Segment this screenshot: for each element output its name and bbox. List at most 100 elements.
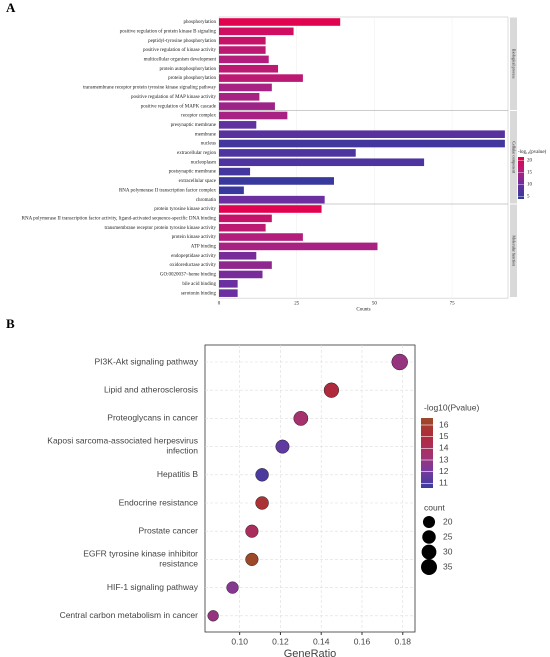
dot	[275, 439, 290, 454]
panel-label: A	[6, 0, 16, 15]
facet-strip	[510, 17, 517, 110]
y-tick-label: positive regulation of MAP kinase activi…	[131, 95, 216, 100]
facet-strip	[510, 204, 517, 297]
y-tick-label: EGFR tyrosine kinase inhibitor resistance	[83, 549, 198, 569]
x-tick-label: 0.14	[313, 636, 330, 646]
y-tick-label: PI3K-Akt signaling pathway	[95, 356, 199, 366]
bar	[219, 139, 505, 148]
dot	[207, 610, 219, 622]
size-key	[421, 544, 437, 560]
facet-label: Cellular component	[512, 141, 517, 174]
y-tick-label: oxidoreductase activity	[169, 263, 216, 268]
colorbar-tick-label: 16	[439, 419, 449, 429]
y-tick-label: nucleoplasm	[191, 160, 216, 165]
dot	[245, 524, 259, 538]
colorbar-tick-label: 5	[527, 195, 530, 200]
bar	[219, 251, 257, 260]
bar	[219, 64, 279, 73]
bar	[219, 149, 356, 157]
dot	[323, 382, 340, 398]
y-tick-label: extracellular space	[179, 179, 217, 184]
y-tick-label: Prostate cancer	[138, 525, 198, 535]
bar	[219, 233, 303, 241]
x-tick-label: 0.16	[354, 636, 371, 646]
y-tick-label: RNA polymerase II transcription factor a…	[22, 216, 217, 221]
y-tick-label: peptidyl-tyrosine phosphorylation	[148, 39, 216, 44]
x-tick-label: 0	[218, 301, 221, 306]
colorbar	[421, 418, 433, 488]
colorbar-tick-label: 10	[527, 183, 533, 188]
y-tick-label: presynaptic membrane	[171, 123, 217, 128]
bar	[219, 27, 294, 36]
y-tick-label: transmembrane receptor protein tyrosine …	[83, 86, 217, 91]
y-tick-label: serotonin binding	[181, 291, 217, 296]
facet-label: Biological process	[512, 49, 517, 79]
bar	[219, 46, 266, 54]
y-tick-label: extracellular region	[177, 151, 217, 156]
y-tick-label: phosphorylation	[184, 20, 217, 25]
bar	[219, 18, 341, 26]
y-tick-label: bile acid binding	[182, 282, 216, 287]
bar	[219, 177, 334, 185]
bar	[219, 55, 269, 64]
colorbar-tick-label: 14	[439, 443, 449, 453]
size-key-label: 35	[443, 561, 453, 571]
y-tick-label: protein kinase activity	[172, 235, 217, 240]
y-tick-label: HIF-1 signaling pathway	[107, 582, 199, 592]
colorbar-tick-label: 15	[439, 431, 449, 441]
dot	[391, 353, 408, 371]
size-key	[422, 515, 436, 529]
y-tick-label: transmembrane receptor protein tyrosine …	[105, 226, 217, 231]
y-tick-label: postsynaptic membrane	[169, 170, 217, 175]
dot	[255, 468, 269, 482]
size-key	[422, 530, 436, 544]
y-tick-label: positive regulation of MAPK cascade	[141, 104, 217, 109]
x-tick-label: 75	[450, 301, 456, 306]
dot	[255, 496, 269, 510]
colorbar-tick-label: 20	[527, 159, 533, 164]
bar	[219, 74, 303, 82]
bar	[219, 223, 266, 232]
x-tick-label: 50	[372, 301, 378, 306]
y-tick-label: positive regulation of protein kinase B …	[120, 29, 217, 34]
y-tick-label: protein tyrosine kinase activity	[154, 207, 216, 212]
y-tick-label: chromatin	[196, 198, 217, 203]
bar	[219, 195, 325, 204]
y-tick-label: Proteoglycans in cancer	[107, 413, 198, 423]
size-key-label: 20	[443, 516, 453, 526]
y-tick-label: ATP binding	[191, 245, 217, 250]
colorbar	[518, 157, 524, 199]
colorbar-tick-label: 15	[527, 171, 533, 176]
y-tick-label: GO:0020037~heme binding	[160, 273, 217, 278]
dot	[293, 411, 309, 426]
facet-label: Molecular function	[512, 235, 517, 266]
y-tick-label: multicellular organism development	[144, 58, 217, 63]
bar	[219, 158, 425, 167]
bar	[219, 242, 378, 251]
bar	[219, 270, 263, 279]
y-tick-label: endopeptidase activity	[171, 254, 216, 259]
colorbar-tick-label: 13	[439, 454, 449, 464]
size-legend-title: count	[424, 502, 445, 512]
bar	[219, 289, 238, 297]
colorbar-tick-label: 11	[439, 478, 448, 488]
y-tick-label: nucleus	[201, 142, 216, 147]
y-tick-label: protein autophosphorylation	[159, 67, 216, 72]
colorbar-tick-label: 12	[439, 466, 449, 476]
panel-label: B	[6, 316, 15, 331]
bar	[219, 93, 260, 101]
colorbar-title: -log10(Pvalue)	[424, 402, 479, 412]
bar	[219, 186, 244, 195]
plot-area	[204, 344, 416, 633]
plot-area	[218, 16, 509, 299]
x-tick-label: 0.12	[272, 636, 289, 646]
size-key-label: 30	[443, 546, 453, 556]
bar	[219, 83, 272, 92]
facet-strip	[510, 111, 517, 204]
bar	[219, 261, 272, 269]
size-key-label: 25	[443, 531, 453, 541]
y-tick-label: positive regulation of kinase activity	[143, 48, 217, 53]
x-tick-label: 0.10	[231, 636, 248, 646]
bar	[219, 111, 288, 120]
